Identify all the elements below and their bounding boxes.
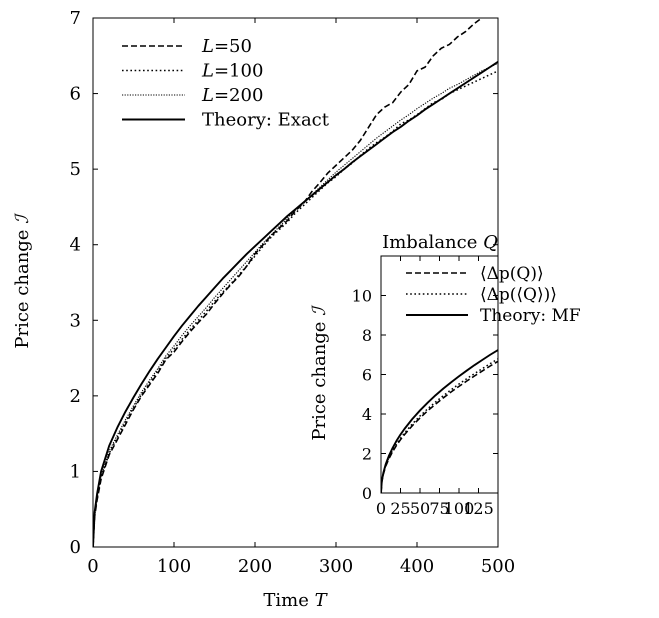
y-tick-label: 2 xyxy=(70,386,81,407)
main-x-axis-ticks: 0 100 200 300 400 500 xyxy=(87,18,515,577)
legend-label: L=100 xyxy=(201,61,263,82)
inset-plot-background xyxy=(381,256,498,493)
y-tick-label: 10 xyxy=(352,287,372,306)
legend-label: ⟨Δp(⟨Q⟩)⟩ xyxy=(480,285,557,305)
series-line xyxy=(93,18,484,547)
x-tick-label: 100 xyxy=(444,499,475,518)
legend-label: Theory: MF xyxy=(480,306,581,326)
inset-title: Imbalance Q xyxy=(382,232,498,253)
y-tick-label: 0 xyxy=(70,537,81,558)
main-y-axis-ticks: 0 1 2 3 4 5 6 7 xyxy=(70,8,498,558)
main-y-axis-label: Price change ℐ xyxy=(12,212,33,349)
x-tick-label: 300 xyxy=(319,556,353,577)
x-tick-label: 0 xyxy=(87,556,98,577)
y-tick-label: 0 xyxy=(362,484,372,503)
legend-label-variable: L xyxy=(201,36,214,57)
y-tick-label: 2 xyxy=(362,445,372,464)
y-tick-label: 7 xyxy=(70,8,81,29)
y-tick-label: 3 xyxy=(70,310,81,331)
x-tick-label: 50 xyxy=(410,499,430,518)
x-tick-label: 400 xyxy=(400,556,434,577)
inset-series-lines xyxy=(381,349,498,493)
main-series-lines xyxy=(93,18,498,547)
x-tick-label: 125 xyxy=(463,499,494,518)
x-tick-label: 0 xyxy=(376,499,386,518)
legend-label-variable: L xyxy=(201,85,214,106)
legend-label-text: Theory: Exact xyxy=(202,110,330,131)
y-tick-label: 4 xyxy=(70,235,81,256)
x-tick-label: 200 xyxy=(238,556,272,577)
x-tick-label: 25 xyxy=(390,499,410,518)
main-x-axis-label: Time T xyxy=(263,590,328,611)
y-tick-label: 5 xyxy=(70,159,81,180)
legend-label: ⟨Δp(Q)⟩ xyxy=(480,264,544,284)
x-tick-label: 100 xyxy=(157,556,191,577)
y-tick-label: 1 xyxy=(70,461,81,482)
y-tick-label: 8 xyxy=(362,326,372,345)
series-line xyxy=(93,62,498,547)
y-tick-label: 6 xyxy=(70,84,81,105)
inset-y-axis-label: Price change ℐ xyxy=(309,304,330,441)
y-tick-label: 6 xyxy=(362,366,372,385)
legend-label: L=50 xyxy=(201,36,252,57)
legend-label-text: =50 xyxy=(214,36,252,57)
inset-y-axis-ticks: 0 2 4 6 8 10 xyxy=(352,287,498,503)
series-line xyxy=(381,349,498,493)
series-line xyxy=(93,61,498,547)
legend-label: L=200 xyxy=(201,85,263,106)
legend-label-variable: L xyxy=(201,61,214,82)
legend-label-text: =200 xyxy=(214,85,263,106)
legend-label: Theory: Exact xyxy=(202,110,330,131)
y-tick-label: 4 xyxy=(362,405,372,424)
x-tick-label: 75 xyxy=(429,499,449,518)
inset-legend: ⟨Δp(Q)⟩⟨Δp(⟨Q⟩)⟩Theory: MF xyxy=(406,264,581,326)
x-tick-label: 500 xyxy=(481,556,515,577)
legend-label-text: =100 xyxy=(214,61,263,82)
